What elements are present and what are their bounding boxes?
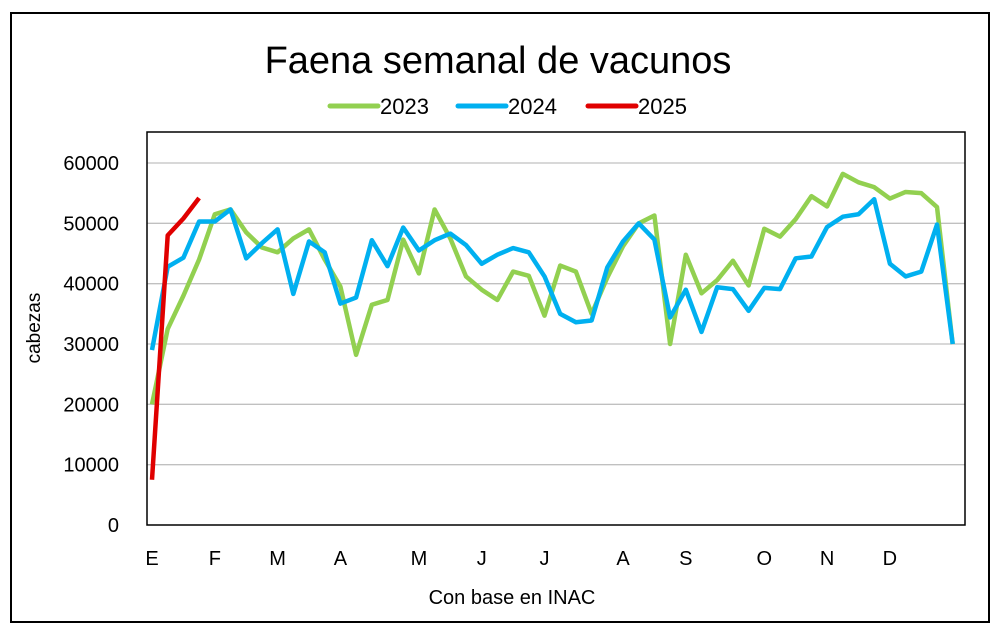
x-tick-label: E bbox=[145, 548, 158, 570]
x-tick-label: F bbox=[209, 548, 221, 570]
y-tick-label: 40000 bbox=[63, 274, 119, 296]
series-line-2023 bbox=[149, 171, 955, 405]
x-tick-label: M bbox=[269, 548, 286, 570]
y-tick-label: 10000 bbox=[63, 455, 119, 477]
y-axis-ticks: 0 10000 20000 30000 40000 50000 60000 bbox=[63, 153, 119, 537]
chart-title: Faena semanal de vacunos bbox=[265, 40, 732, 82]
x-tick-label: J bbox=[477, 548, 487, 570]
y-tick-label: 50000 bbox=[63, 213, 119, 235]
plot-area bbox=[146, 131, 966, 526]
y-tick-label: 60000 bbox=[63, 153, 119, 175]
series-lines bbox=[149, 171, 955, 480]
x-tick-label: D bbox=[883, 548, 897, 570]
x-tick-label: A bbox=[616, 548, 630, 570]
x-tick-label: J bbox=[540, 548, 550, 570]
y-axis-label: cabezas bbox=[24, 293, 45, 364]
legend-label: 2025 bbox=[638, 94, 687, 119]
series-line-2025 bbox=[149, 196, 201, 480]
y-tick-label: 20000 bbox=[63, 394, 119, 416]
x-tick-label: M bbox=[411, 548, 428, 570]
series-line-2024 bbox=[149, 196, 955, 351]
y-tick-label: 30000 bbox=[63, 334, 119, 356]
legend-label: 2023 bbox=[380, 94, 429, 119]
y-tick-label: 0 bbox=[108, 515, 119, 537]
x-axis-label: Con base en INAC bbox=[429, 587, 596, 609]
x-tick-label: A bbox=[334, 548, 348, 570]
x-tick-label: O bbox=[757, 548, 773, 570]
legend-label: 2024 bbox=[508, 94, 557, 119]
legend: 2023 2024 2025 bbox=[327, 94, 687, 119]
gridlines bbox=[147, 162, 965, 466]
x-tick-label: S bbox=[679, 548, 692, 570]
x-tick-label: N bbox=[820, 548, 834, 570]
